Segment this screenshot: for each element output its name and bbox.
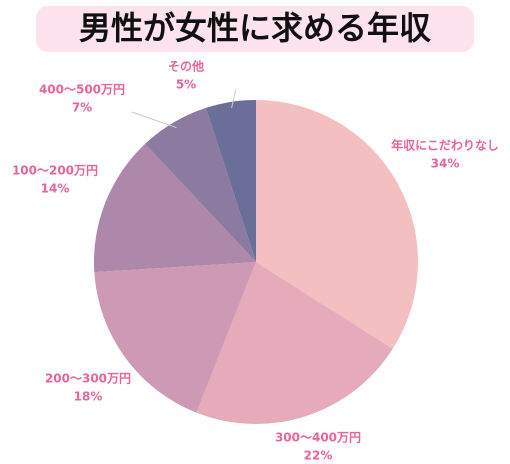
leader-line bbox=[231, 88, 237, 109]
value-label: 14% bbox=[41, 182, 70, 196]
pie-slice bbox=[196, 262, 393, 424]
slice-label: 200〜300万円 bbox=[45, 372, 131, 386]
pie-slice bbox=[145, 107, 256, 263]
value-label: 18% bbox=[74, 390, 103, 404]
pie-slice bbox=[94, 262, 256, 413]
slice-label: 400〜500万円 bbox=[39, 83, 125, 97]
value-label: 7% bbox=[72, 101, 92, 115]
pie-slice bbox=[256, 100, 418, 349]
value-label: 22% bbox=[304, 449, 333, 463]
slice-label: 年収にこだわりなし bbox=[391, 138, 499, 153]
pie-slice bbox=[94, 143, 257, 273]
value-label: 5% bbox=[176, 78, 196, 92]
title-box bbox=[36, 6, 474, 52]
pie-slice bbox=[205, 100, 256, 262]
chart-title: 男性が女性に求める年収 bbox=[79, 9, 431, 47]
slice-label: その他 bbox=[168, 59, 204, 74]
slice-label: 100〜200万円 bbox=[12, 164, 98, 178]
value-label: 34% bbox=[431, 157, 460, 171]
leader-line bbox=[131, 111, 177, 129]
slice-label: 300〜400万円 bbox=[275, 431, 361, 445]
